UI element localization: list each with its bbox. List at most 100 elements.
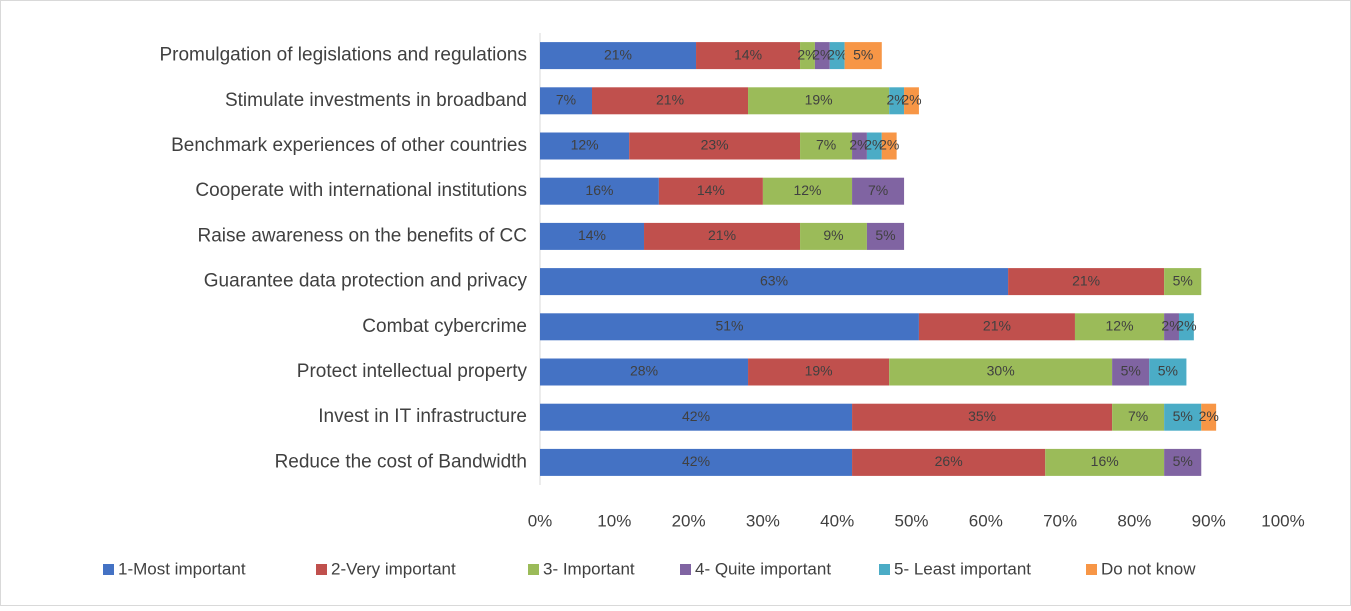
data-label: 42%: [682, 453, 710, 469]
data-label: 2%: [864, 137, 884, 153]
bar-segment: [540, 448, 853, 476]
data-label: 2%: [887, 92, 907, 108]
bar-segment: [1164, 268, 1202, 296]
bar-segment: [1045, 448, 1165, 476]
data-label: 26%: [935, 453, 963, 469]
bar-segment: [540, 222, 645, 250]
bar-segment: [800, 222, 867, 250]
data-label: 7%: [816, 137, 836, 153]
y-tick-label: Guarantee data protection and privacy: [204, 271, 528, 292]
data-label: 7%: [868, 182, 888, 198]
x-tick-label: 80%: [1117, 511, 1151, 530]
bar-segment: [748, 358, 890, 386]
bar-segment: [696, 42, 801, 70]
data-label: 28%: [630, 363, 658, 379]
x-tick-label: 50%: [894, 511, 928, 530]
data-label: 2%: [827, 46, 847, 62]
legend-label: 2-Very important: [331, 559, 456, 578]
legend-swatch: [103, 564, 114, 575]
legend-swatch: [1086, 564, 1097, 575]
x-tick-label: 100%: [1261, 511, 1304, 530]
legend-label: 1-Most important: [118, 559, 246, 578]
legend-label: Do not know: [1101, 559, 1196, 578]
bar-segment: [918, 313, 1075, 341]
data-label: 5%: [1121, 363, 1141, 379]
data-label: 21%: [604, 46, 632, 62]
data-label: 21%: [983, 318, 1011, 334]
data-label: 9%: [823, 227, 843, 243]
data-label: 5%: [1173, 408, 1193, 424]
bar-segment: [1178, 313, 1194, 341]
x-tick-label: 10%: [597, 511, 631, 530]
x-tick-label: 30%: [746, 511, 780, 530]
bar-segment: [852, 403, 1113, 431]
x-tick-label: 90%: [1192, 511, 1226, 530]
data-label: 5%: [875, 227, 895, 243]
bar-segment: [762, 177, 853, 205]
data-label: 12%: [571, 137, 599, 153]
data-label: 21%: [1072, 272, 1100, 288]
data-label: 23%: [701, 137, 729, 153]
bar-segment: [1149, 358, 1187, 386]
legend-swatch: [528, 564, 539, 575]
bar-segment: [540, 358, 749, 386]
legend-swatch: [316, 564, 327, 575]
x-tick-label: 0%: [528, 511, 553, 530]
bar-segment: [592, 87, 749, 115]
legend-swatch: [879, 564, 890, 575]
y-tick-label: Invest in IT infrastructure: [318, 406, 527, 427]
data-label: 16%: [585, 182, 613, 198]
data-label: 2%: [1161, 318, 1181, 334]
data-label: 19%: [805, 363, 833, 379]
data-label: 2%: [797, 46, 817, 62]
data-label: 7%: [1128, 408, 1148, 424]
bar-segment: [1008, 268, 1165, 296]
data-label: 21%: [656, 92, 684, 108]
data-label: 19%: [805, 92, 833, 108]
x-tick-label: 20%: [672, 511, 706, 530]
data-label: 2%: [879, 137, 899, 153]
data-label: 51%: [715, 318, 743, 334]
bar-segment: [844, 42, 882, 70]
data-label: 12%: [1106, 318, 1134, 334]
data-label: 7%: [556, 92, 576, 108]
bar-segment: [540, 42, 697, 70]
bar-segment: [1164, 403, 1202, 431]
bar-segment: [881, 132, 897, 160]
data-label: 63%: [760, 272, 788, 288]
bar-segment: [852, 448, 1046, 476]
bar-segment: [540, 313, 919, 341]
data-label: 5%: [1173, 453, 1193, 469]
bar-segment: [540, 403, 853, 431]
y-tick-label: Benchmark experiences of other countries: [171, 135, 527, 156]
bar-segment: [814, 42, 830, 70]
bar-segment: [1201, 403, 1217, 431]
bar-segment: [866, 222, 905, 250]
y-tick-label: Protect intellectual property: [297, 361, 528, 382]
data-label: 5%: [853, 46, 873, 62]
data-label: 14%: [697, 182, 725, 198]
bar-segment: [540, 132, 630, 160]
x-tick-label: 40%: [820, 511, 854, 530]
bar-segment: [866, 132, 882, 160]
data-label: 2%: [849, 137, 869, 153]
bar-segment: [1164, 448, 1202, 476]
bar-segment: [904, 87, 919, 115]
bar-segment: [852, 177, 905, 205]
bar-segment: [1074, 313, 1165, 341]
data-label: 2%: [812, 46, 832, 62]
data-label: 42%: [682, 408, 710, 424]
legend-label: 4- Quite important: [695, 559, 831, 578]
bar-segment: [889, 358, 1113, 386]
bar-segment: [658, 177, 763, 205]
data-label: 5%: [1158, 363, 1178, 379]
legend-label: 5- Least important: [894, 559, 1031, 578]
bar-segment: [629, 132, 801, 160]
data-label: 35%: [968, 408, 996, 424]
bar-segment: [748, 87, 890, 115]
y-tick-label: Reduce the cost of Bandwidth: [275, 451, 527, 472]
y-tick-label: Raise awareness on the benefits of CC: [197, 225, 527, 246]
data-label: 12%: [793, 182, 821, 198]
y-tick-label: Promulgation of legislations and regulat…: [159, 45, 527, 66]
data-label: 2%: [901, 92, 921, 108]
